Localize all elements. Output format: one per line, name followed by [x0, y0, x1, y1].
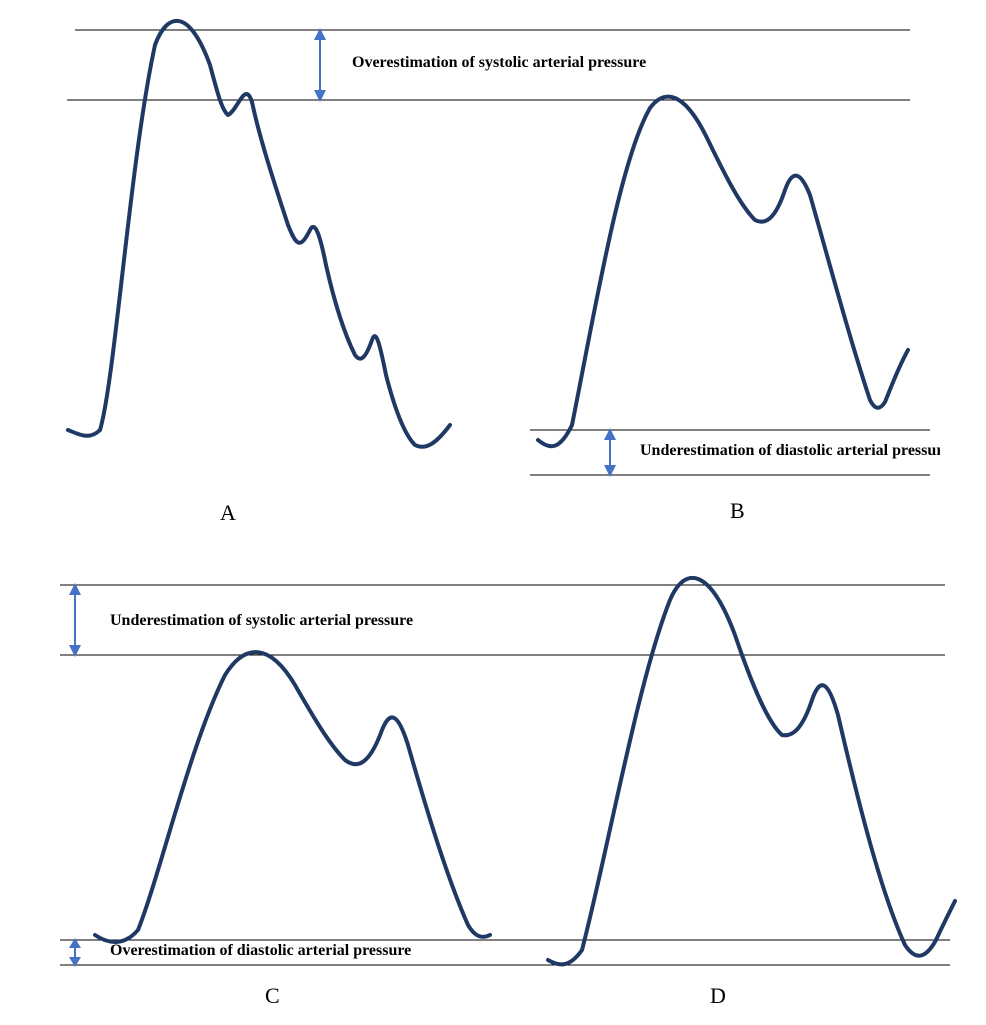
top-panel: Overestimation of systolic arterial pres… [60, 10, 940, 540]
waveform-b [538, 97, 908, 447]
label-under-sys: Underestimation of systolic arterial pre… [110, 612, 413, 629]
waveform-d [548, 578, 955, 965]
label-over-dia: Overestimation of diastolic arterial pre… [110, 942, 411, 959]
label-under-dia: Underestimation of diastolic arterial pr… [640, 442, 940, 459]
arrow-under-sys [69, 583, 81, 657]
bottom-panel: Underestimation of systolic arterial pre… [30, 565, 970, 1025]
arrow-under-dia [604, 428, 616, 477]
waveform-c [95, 652, 490, 942]
arrow-over-sys [314, 28, 326, 102]
label-b: B [730, 498, 745, 523]
label-c: C [265, 983, 280, 1008]
label-over-sys: Overestimation of systolic arterial pres… [352, 54, 646, 71]
waveform-a [68, 21, 450, 447]
label-d: D [710, 983, 726, 1008]
label-a: A [220, 500, 236, 525]
arrow-over-dia [69, 938, 81, 967]
